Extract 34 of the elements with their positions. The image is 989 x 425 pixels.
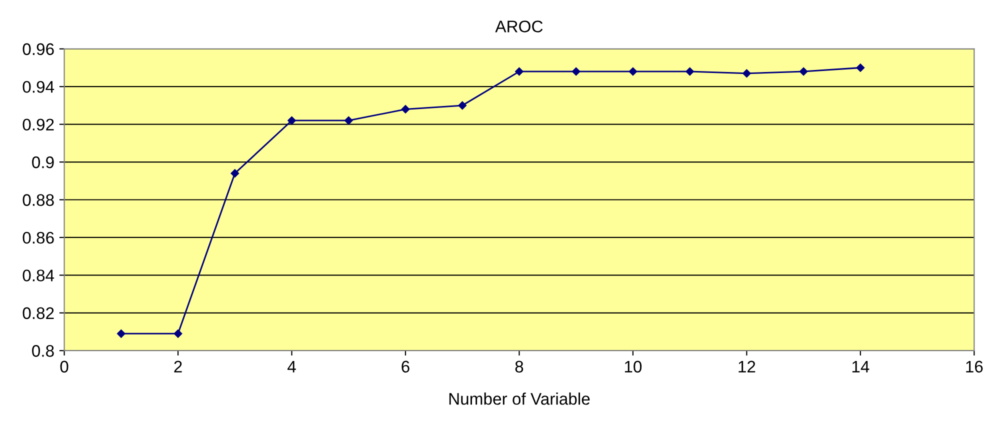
point [742, 69, 751, 78]
point [856, 64, 865, 72]
point [628, 67, 638, 76]
point [117, 330, 126, 338]
y-tick-label: 0.88 [22, 194, 54, 206]
point [401, 105, 410, 114]
y-tick-label: 0.94 [22, 80, 54, 93]
point [174, 330, 182, 338]
point [686, 67, 694, 76]
y-tick-label: 0.96 [22, 43, 54, 56]
x-axis-title: Number of Variable [449, 392, 590, 405]
x-tick-label: 16 [966, 360, 983, 373]
x-tick-label: 8 [515, 360, 524, 373]
point [799, 67, 808, 76]
x-tick-label: 14 [852, 360, 870, 372]
y-tick-label: 0.8 [32, 345, 54, 357]
y-tick-label: 0.86 [22, 232, 54, 244]
x-tick-label: 0 [60, 360, 68, 373]
y-tick-label: 0.84 [22, 270, 54, 282]
point [288, 116, 296, 125]
point [572, 67, 580, 76]
x-tick-label: 6 [402, 360, 410, 373]
point [230, 169, 240, 178]
point [344, 116, 353, 125]
y-tick-label: 0.82 [22, 307, 54, 320]
x-tick-label: 12 [738, 360, 756, 372]
x-tick-label: 2 [174, 360, 182, 372]
x-tick-label: 10 [624, 360, 642, 373]
point [515, 67, 524, 76]
x-tick-label: 4 [288, 360, 296, 372]
y-tick-label: 0.9 [32, 156, 54, 168]
point [458, 101, 466, 110]
chart-title: AROC [495, 20, 543, 32]
y-tick-label: 0.92 [22, 118, 54, 131]
